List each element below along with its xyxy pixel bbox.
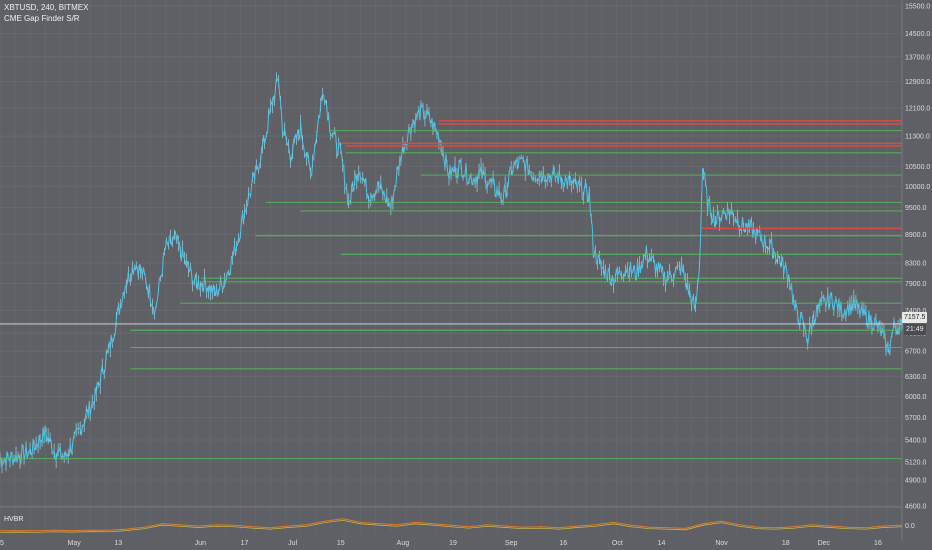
time-axis-tick-label: 17 [241,540,249,547]
time-axis-tick-label: Jun [195,540,206,547]
last-price-badge: 7157.5 [902,312,928,323]
price-axis-tick-label: 10000.0 [905,184,930,191]
symbol-title: XBTUSD, 240, BITMEX [4,3,89,12]
price-axis-tick-label: 12100.0 [905,105,930,112]
price-axis-tick-label: 15500.0 [905,4,930,11]
time-axis-tick-label: 18 [782,540,790,547]
time-axis-tick-label: Aug [397,540,410,547]
price-axis-tick-label: 7900.0 [905,281,927,288]
price-axis-tick-label: 7400.0 [905,308,927,315]
time-axis-tick-label: 15 [337,540,345,547]
price-axis-tick-label: 13700.0 [905,54,930,61]
price-axis-tick-label: 6700.0 [905,349,927,356]
time-axis-tick-label: Nov [715,540,728,547]
price-axis-tick-label: 6300.0 [905,374,927,381]
price-axis-tick-label: 8300.0 [905,261,927,268]
price-axis-tick-label: 5400.0 [905,438,927,445]
time-axis-tick-label: Oct [612,540,623,547]
time-axis-tick-label: Dec [818,540,831,547]
price-series-line [0,77,903,467]
time-axis-tick-label: 16 [559,540,567,547]
price-axis-tick-label: 8900.0 [905,232,927,239]
price-axis-tick-label: 11300.0 [905,134,930,141]
time-axis-tick-label: 14 [658,540,666,547]
indicator-title: CME Gap Finder S/R [4,14,80,23]
price-axis-tick-label: 14500.0 [905,31,930,38]
time-axis-tick-label: 16 [874,540,882,547]
price-axis-tick-label: 4600.0 [905,504,927,511]
volatility-line-orange [0,518,903,532]
price-axis-tick-label: 6000.0 [905,394,927,401]
time-axis-tick-label: May [68,540,82,547]
volatility-axis-tick-label: 0.0 [905,523,915,530]
volatility-line-yellow [0,519,903,533]
time-axis-tick-label: 19 [449,540,457,547]
time-axis-tick-label: Sep [505,540,518,547]
price-axis-tick-label: 10500.0 [905,164,930,171]
price-axis-tick-label: 5700.0 [905,415,927,422]
time-axis-tick-label: 15 [0,540,4,547]
time-axis-tick-label: Jul [288,540,297,547]
price-axis-tick-label: 4900.0 [905,477,927,484]
volatility-indicator-title: HVBR [4,516,24,523]
price-axis-tick-label: 5120.0 [905,459,927,466]
price-axis-tick-label: 12900.0 [905,79,930,86]
time-axis-tick-label: 13 [114,540,122,547]
price-axis-tick-label: 9500.0 [905,205,927,212]
candle-countdown-badge: 21:49 [904,324,926,335]
